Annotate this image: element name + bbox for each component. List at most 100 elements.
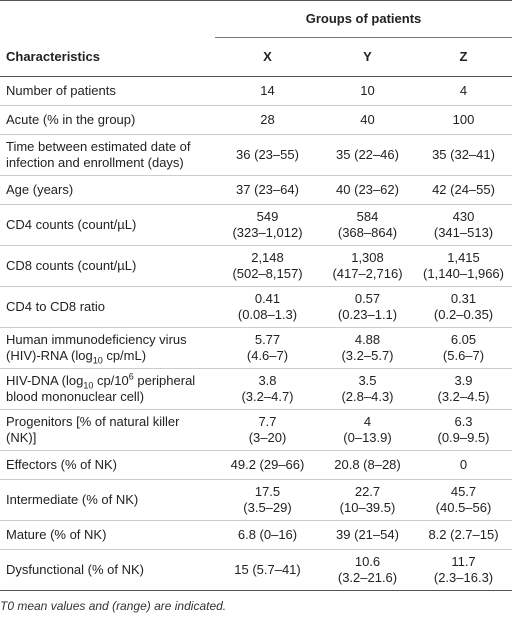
cell-line: 36 (23–55): [236, 147, 299, 162]
cell: 1,415 (1,140–1,966): [415, 245, 512, 287]
cell-line: 1,308: [351, 250, 384, 265]
row-label: Age (years): [0, 175, 215, 205]
row-label: CD4 counts (count/µL): [0, 204, 215, 246]
cell: 7.7 (3–20): [215, 409, 320, 451]
column-header: Z: [415, 37, 512, 77]
cell: 4: [415, 76, 512, 106]
cell: 22.7 (10–39.5): [320, 479, 415, 521]
cell: 8.2 (2.7–15): [415, 520, 512, 550]
cell-line: 0.57: [354, 291, 381, 306]
cell-line: 11.7: [451, 554, 476, 569]
table-row: CD4 to CD8 ratio 0.41 (0.08–1.3) 0.57 (0.23–…: [0, 286, 512, 328]
row-label: Human immunodeficiency virus (HIV)-RNA (…: [0, 327, 215, 369]
cell: 2,148 (502–8,157): [215, 245, 320, 287]
cell: 6.3 (0.9–9.5): [415, 409, 512, 451]
row-label: CD4 to CD8 ratio: [0, 286, 215, 328]
cell-line: (3.2–21.6): [337, 570, 398, 585]
cell-line: (0.08–1.3): [237, 307, 298, 322]
row-label: Number of patients: [0, 76, 215, 106]
cell: 4.88 (3.2–5.7): [320, 327, 415, 369]
table-row: Time between estimated date of infection…: [0, 134, 512, 176]
cell-line: (3.2–4.7): [241, 389, 294, 404]
cell-line: 7.7: [258, 414, 277, 429]
cell: 4 (0–13.9): [320, 409, 415, 451]
cell-line: (323–1,012): [232, 225, 303, 240]
cell-line: (10–39.5): [339, 500, 396, 515]
cell-line: 37 (23–64): [236, 182, 299, 197]
cell-line: 4: [459, 83, 468, 98]
cell-line: 35 (32–41): [432, 147, 495, 162]
cell-line: 3.9: [454, 373, 473, 388]
table-row: Intermediate (% of NK) 17.5 (3.5–29) 22.7 (1…: [0, 479, 512, 521]
cell-line: 22.7: [354, 484, 381, 499]
cell-line: 3.5: [358, 373, 377, 388]
cell-line: 17.5: [254, 484, 281, 499]
cell-line: (0.2–0.35): [433, 307, 494, 322]
cell: 42 (24–55): [415, 175, 512, 205]
cell: 15 (5.7–41): [215, 549, 320, 591]
cell: 20.8 (8–28): [320, 450, 415, 480]
cell: 100: [415, 105, 512, 135]
cell-line: (3–20): [248, 430, 287, 445]
cell: 14: [215, 76, 320, 106]
cell-line: 35 (22–46): [336, 147, 399, 162]
cell-line: (0.9–9.5): [437, 430, 490, 445]
cell-line: 6.8 (0–16): [237, 527, 298, 542]
cell: 3.9 (3.2–4.5): [415, 368, 512, 410]
cell-line: 42 (24–55): [432, 182, 495, 197]
cell-line: 100: [452, 112, 475, 127]
table-row: Mature (% of NK) 6.8 (0–16) 39 (21–54) 8.2 …: [0, 520, 512, 550]
cell-line: 6.05: [450, 332, 477, 347]
cell-line: (2.8–4.3): [341, 389, 394, 404]
cell-line: 39 (21–54): [336, 527, 399, 542]
cell-line: (40.5–56): [435, 500, 492, 515]
cell: 11.7 (2.3–16.3): [415, 549, 512, 591]
cell: 0.31 (0.2–0.35): [415, 286, 512, 328]
cell: 3.8 (3.2–4.7): [215, 368, 320, 410]
cell-line: 20.8 (8–28): [334, 457, 401, 472]
label-part: cp/10: [93, 373, 129, 388]
cell: 10.6 (3.2–21.6): [320, 549, 415, 591]
cell-line: (4.6–7): [246, 348, 289, 363]
cell-line: 40: [360, 112, 375, 127]
table-row: Progenitors [% of natural killer (NK)] 7.…: [0, 409, 512, 451]
cell-line: 3.8: [258, 373, 277, 388]
cell-line: 2,148: [251, 250, 284, 265]
label-part: 10: [83, 380, 94, 391]
cell-line: (0.23–1.1): [337, 307, 398, 322]
cell-line: 0.41: [254, 291, 281, 306]
row-label: CD8 counts (count/µL): [0, 245, 215, 287]
cell: 1,308 (417–2,716): [320, 245, 415, 287]
column-header: X: [215, 37, 320, 77]
cell: 17.5 (3.5–29): [215, 479, 320, 521]
cell: 45.7 (40.5–56): [415, 479, 512, 521]
row-label: Progenitors [% of natural killer (NK)]: [0, 409, 215, 451]
cell: 35 (22–46): [320, 134, 415, 176]
cell: 28: [215, 105, 320, 135]
group-header: Groups of patients: [215, 0, 512, 38]
cell-line: (368–864): [337, 225, 398, 240]
column-header-row: Characteristics X Y Z: [0, 37, 512, 77]
cell: 40 (23–62): [320, 175, 415, 205]
cell-line: (2.3–16.3): [433, 570, 494, 585]
cell-line: 4: [363, 414, 372, 429]
table-row: Age (years) 37 (23–64) 40 (23–62) 42 (24–55…: [0, 175, 512, 205]
label-part: HIV-DNA (log: [6, 373, 84, 388]
cell: 0.57 (0.23–1.1): [320, 286, 415, 328]
cell-line: (417–2,716): [332, 266, 403, 281]
cell: 584 (368–864): [320, 204, 415, 246]
cell-line: 40 (23–62): [336, 182, 399, 197]
cell-line: (3.2–4.5): [437, 389, 490, 404]
cell-line: 549: [256, 209, 279, 224]
cell: 6.05 (5.6–7): [415, 327, 512, 369]
cell: 40: [320, 105, 415, 135]
row-label: Mature (% of NK): [0, 520, 215, 550]
cell-line: 14: [260, 83, 275, 98]
cell-line: 10.6: [354, 554, 381, 569]
label-part: 10: [92, 355, 103, 366]
cell-line: 15 (5.7–41): [234, 562, 301, 577]
label-part: Human immunodeficiency virus (HIV)-RNA (…: [6, 332, 187, 363]
cell: 10: [320, 76, 415, 106]
cell: 5.77 (4.6–7): [215, 327, 320, 369]
